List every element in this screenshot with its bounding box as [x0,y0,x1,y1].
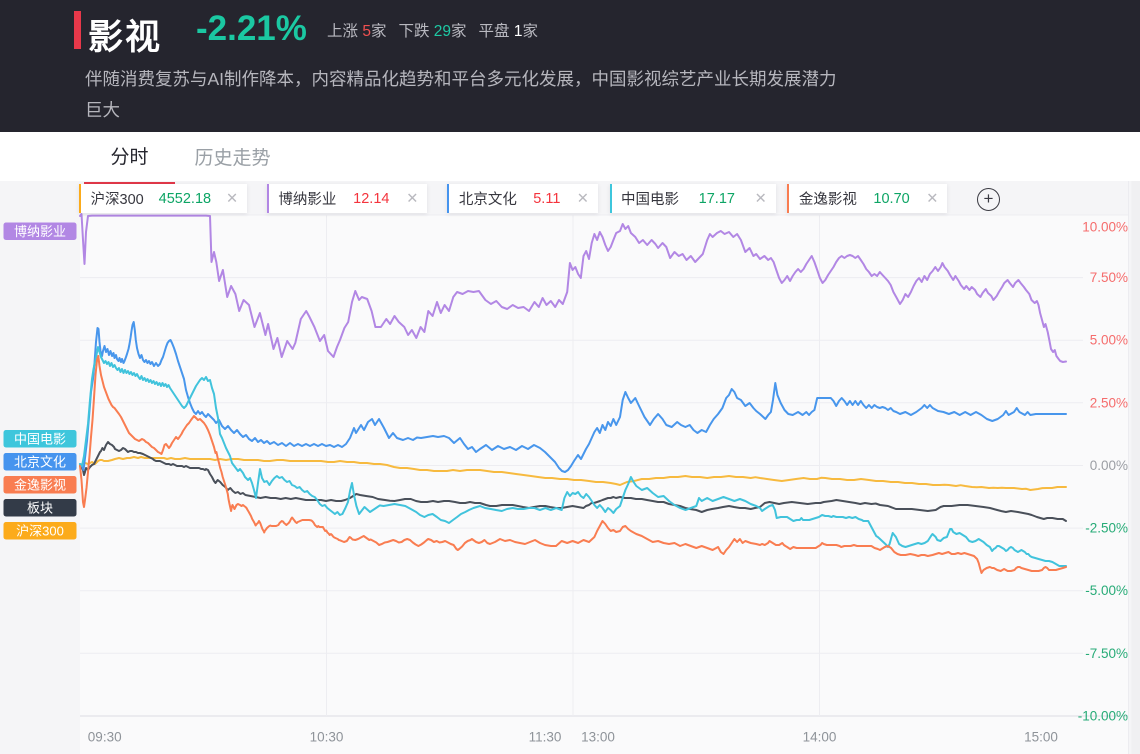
svg-text:北京文化: 北京文化 [14,454,66,469]
svg-text:-7.50%: -7.50% [1085,646,1128,661]
svg-text:5.00%: 5.00% [1090,333,1128,348]
svg-text:中国电影: 中国电影 [14,431,66,446]
svg-text:7.50%: 7.50% [1090,270,1128,285]
svg-text:09:30: 09:30 [88,730,122,745]
svg-text:14:00: 14:00 [803,730,837,745]
svg-text:-10.00%: -10.00% [1078,709,1128,724]
svg-text:10.00%: 10.00% [1082,220,1128,235]
svg-text:博纳影业: 博纳影业 [14,224,66,239]
svg-text:11:30: 11:30 [529,730,562,745]
svg-text:板块: 板块 [27,500,53,515]
svg-text:2.50%: 2.50% [1090,395,1128,410]
svg-text:15:00: 15:00 [1024,730,1058,745]
svg-text:-2.50%: -2.50% [1085,521,1128,536]
svg-text:-5.00%: -5.00% [1085,583,1128,598]
svg-text:10:30: 10:30 [310,730,344,745]
svg-text:金逸影视: 金逸影视 [14,477,66,492]
svg-text:沪深300: 沪深300 [16,523,64,538]
svg-text:13:00: 13:00 [581,730,615,745]
svg-text:0.00%: 0.00% [1090,458,1128,473]
